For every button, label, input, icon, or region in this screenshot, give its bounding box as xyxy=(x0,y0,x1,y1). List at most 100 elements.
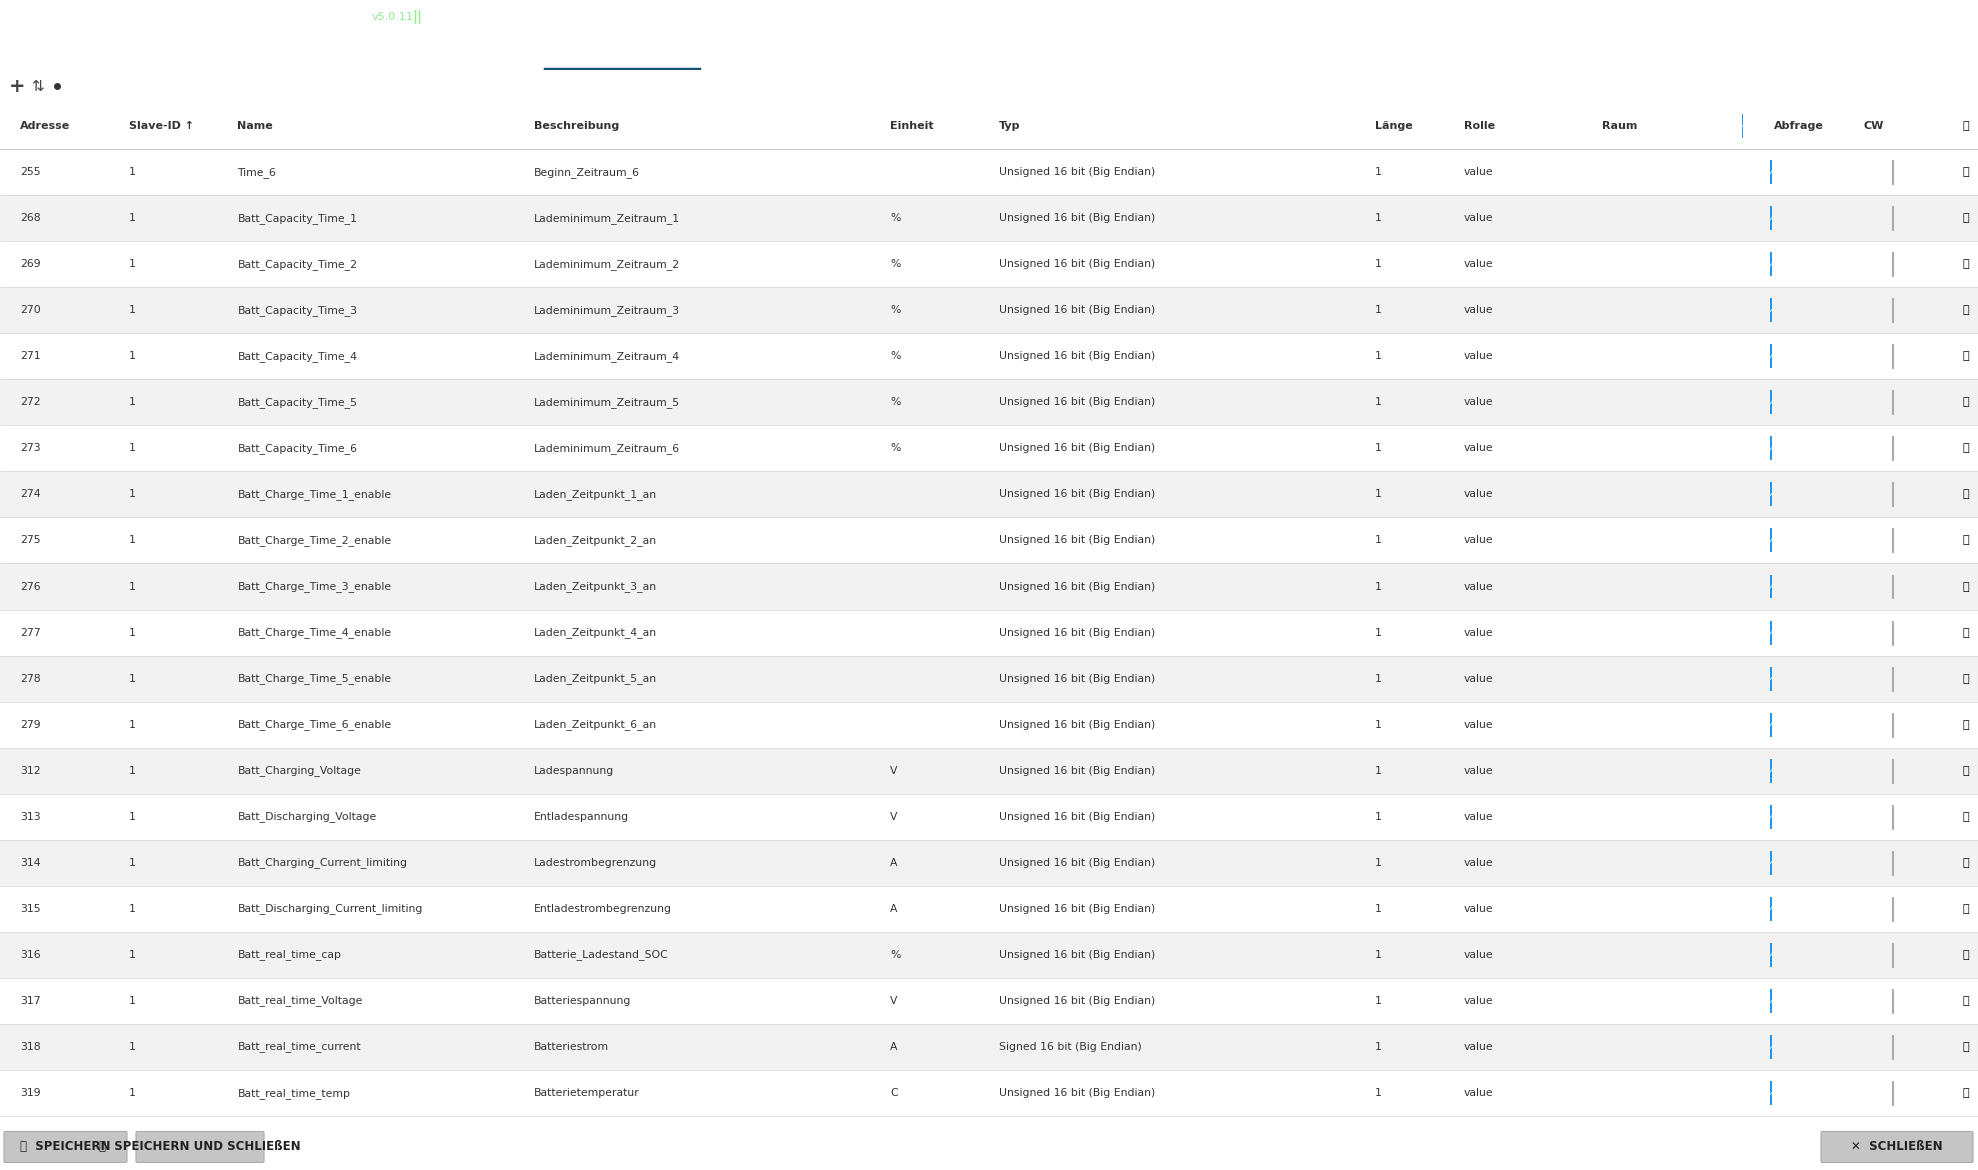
Text: Ladespannung: Ladespannung xyxy=(534,765,615,776)
Text: value: value xyxy=(1464,996,1493,1006)
Text: 1: 1 xyxy=(1375,167,1381,177)
Text: Batt_Charging_Voltage: Batt_Charging_Voltage xyxy=(237,765,362,776)
Text: 1: 1 xyxy=(129,674,135,683)
Text: %: % xyxy=(890,213,900,223)
Text: Rolle: Rolle xyxy=(1464,121,1495,131)
Text: Batt_Capacity_Time_4: Batt_Capacity_Time_4 xyxy=(237,351,358,362)
Text: 1: 1 xyxy=(1375,720,1381,730)
Text: 1: 1 xyxy=(1375,489,1381,500)
Text: 319: 319 xyxy=(20,1088,40,1099)
FancyBboxPatch shape xyxy=(4,1131,127,1163)
Text: Länge: Länge xyxy=(1375,121,1412,131)
Text: Laden_Zeitpunkt_1_an: Laden_Zeitpunkt_1_an xyxy=(534,489,657,500)
Text: Lademinimum_Zeitraum_2: Lademinimum_Zeitraum_2 xyxy=(534,259,680,269)
Text: Lademinimum_Zeitraum_1: Lademinimum_Zeitraum_1 xyxy=(534,213,680,223)
Text: Batt_Charge_Time_6_enable: Batt_Charge_Time_6_enable xyxy=(237,720,392,730)
Bar xyxy=(0,1071,1978,1116)
Text: value: value xyxy=(1464,489,1493,500)
Text: ✓: ✓ xyxy=(1768,214,1774,222)
Text: 🗑: 🗑 xyxy=(1962,260,1970,269)
Text: Time_6: Time_6 xyxy=(237,166,277,178)
Text: A: A xyxy=(890,1042,898,1052)
Text: Batt_Discharging_Voltage: Batt_Discharging_Voltage xyxy=(237,811,376,823)
Text: Unsigned 16 bit (Big Endian): Unsigned 16 bit (Big Endian) xyxy=(999,351,1155,362)
Text: 1: 1 xyxy=(1375,996,1381,1006)
Text: 274: 274 xyxy=(20,489,40,500)
Text: 🗑: 🗑 xyxy=(1962,167,1970,177)
Text: Batt_Capacity_Time_1: Batt_Capacity_Time_1 xyxy=(237,213,358,223)
Text: 312: 312 xyxy=(20,765,40,776)
Text: %: % xyxy=(890,950,900,959)
Text: value: value xyxy=(1464,627,1493,638)
Text: 1: 1 xyxy=(129,950,135,959)
Text: Batt_Capacity_Time_5: Batt_Capacity_Time_5 xyxy=(237,397,358,408)
Text: 1: 1 xyxy=(1375,812,1381,821)
Bar xyxy=(0,702,1978,748)
Text: A: A xyxy=(890,904,898,914)
Text: 🗑: 🗑 xyxy=(1962,443,1970,453)
Text: ✓: ✓ xyxy=(1768,674,1774,683)
Text: value: value xyxy=(1464,858,1493,868)
Bar xyxy=(0,517,1978,564)
Text: Batteriespannung: Batteriespannung xyxy=(534,996,631,1006)
Text: ✓: ✓ xyxy=(1768,352,1774,360)
Text: 🗑: 🗑 xyxy=(1962,996,1970,1006)
Bar xyxy=(125,103,233,149)
FancyBboxPatch shape xyxy=(1822,1131,1972,1163)
Text: Laden_Zeitpunkt_3_an: Laden_Zeitpunkt_3_an xyxy=(534,581,657,592)
Text: Beschreibung: Beschreibung xyxy=(534,121,619,131)
Text: Beginn_Zeitraum_6: Beginn_Zeitraum_6 xyxy=(534,166,641,178)
Text: 1: 1 xyxy=(129,443,135,453)
Text: ✓: ✓ xyxy=(1768,1088,1774,1097)
Text: ✓: ✓ xyxy=(1768,490,1774,498)
Text: 317: 317 xyxy=(20,996,40,1006)
Text: Instanzeinstellungen: modbus.0: Instanzeinstellungen: modbus.0 xyxy=(16,8,340,27)
Text: ✓: ✓ xyxy=(1768,167,1774,177)
Text: 268: 268 xyxy=(20,213,40,223)
Text: Batt_Capacity_Time_3: Batt_Capacity_Time_3 xyxy=(237,304,358,316)
Text: Batt_Charge_Time_1_enable: Batt_Charge_Time_1_enable xyxy=(237,489,392,500)
Text: 1: 1 xyxy=(129,812,135,821)
Text: Unsigned 16 bit (Big Endian): Unsigned 16 bit (Big Endian) xyxy=(999,627,1155,638)
Text: Unsigned 16 bit (Big Endian): Unsigned 16 bit (Big Endian) xyxy=(999,1088,1155,1099)
Text: DISKRETE AUSGÄNGE: DISKRETE AUSGÄNGE xyxy=(247,49,376,62)
Text: ✓: ✓ xyxy=(1768,766,1774,776)
Text: 272: 272 xyxy=(20,398,40,407)
Text: value: value xyxy=(1464,1088,1493,1099)
Text: Lademinimum_Zeitraum_4: Lademinimum_Zeitraum_4 xyxy=(534,351,680,362)
Text: 🗑: 🗑 xyxy=(1962,398,1970,407)
Bar xyxy=(530,103,886,149)
Text: Batt_Charge_Time_4_enable: Batt_Charge_Time_4_enable xyxy=(237,627,392,638)
Text: value: value xyxy=(1464,167,1493,177)
Text: 1: 1 xyxy=(1375,305,1381,315)
Text: 1: 1 xyxy=(1375,443,1381,453)
Text: Laden_Zeitpunkt_2_an: Laden_Zeitpunkt_2_an xyxy=(534,535,657,546)
Text: 1: 1 xyxy=(129,627,135,638)
Text: 🗑: 🗑 xyxy=(1962,720,1970,730)
Bar xyxy=(0,978,1978,1024)
Text: Batterie_Ladestand_SOC: Batterie_Ladestand_SOC xyxy=(534,950,669,961)
Text: Abfrage: Abfrage xyxy=(1774,121,1824,131)
Text: Unsigned 16 bit (Big Endian): Unsigned 16 bit (Big Endian) xyxy=(999,536,1155,545)
Text: 1: 1 xyxy=(1375,1042,1381,1052)
Text: value: value xyxy=(1464,213,1493,223)
Text: %: % xyxy=(890,443,900,453)
Text: 1: 1 xyxy=(1375,398,1381,407)
Bar xyxy=(0,1024,1978,1071)
Text: 1: 1 xyxy=(1375,765,1381,776)
Text: 01: 01 xyxy=(156,36,168,46)
Text: CW: CW xyxy=(1863,121,1883,131)
Text: Ladestrombegrenzung: Ladestrombegrenzung xyxy=(534,858,657,868)
Text: value: value xyxy=(1464,581,1493,592)
Text: 316: 316 xyxy=(20,950,40,959)
Text: EINGANGSREGISTER: EINGANGSREGISTER xyxy=(411,49,532,62)
Text: Batt_real_time_cap: Batt_real_time_cap xyxy=(237,950,342,961)
Text: A: A xyxy=(890,858,898,868)
Text: 🗑: 🗑 xyxy=(1962,121,1970,131)
Bar xyxy=(886,103,995,149)
Bar xyxy=(233,103,530,149)
Bar xyxy=(0,840,1978,886)
Text: 1: 1 xyxy=(129,536,135,545)
Text: 1: 1 xyxy=(129,904,135,914)
Text: 🗑: 🗑 xyxy=(1962,765,1970,776)
